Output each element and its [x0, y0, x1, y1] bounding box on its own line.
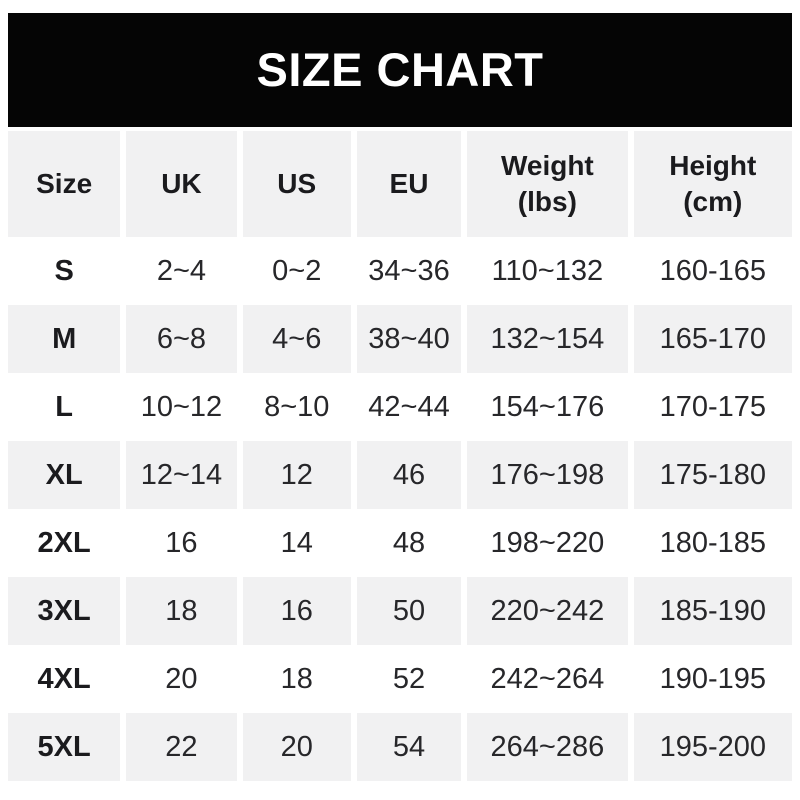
uk-cell: 2~4 [156, 254, 207, 287]
height-cell: 190-195 [659, 662, 766, 695]
weight-cell: 132~154 [467, 305, 628, 373]
eu-cell: 34~36 [368, 254, 450, 287]
size-cell: 4XL [37, 662, 91, 695]
title-banner: SIZE CHART [8, 13, 792, 127]
table-body: S 2~4 0~2 34~36 110~132 160-165 M 6~8 4~… [8, 237, 792, 781]
height-cell: 195-200 [633, 713, 792, 781]
table-row: XL 12~14 12 46 176~198 175-180 [8, 441, 792, 509]
column-header-height: Height (cm) [633, 131, 792, 237]
uk-cell: 18 [126, 577, 237, 645]
us-cell: 20 [242, 713, 351, 781]
uk-cell: 10~12 [140, 390, 223, 423]
column-header-weight: Weight (lbs) [467, 131, 628, 237]
weight-cell: 264~286 [467, 713, 628, 781]
height-cell: 175-180 [633, 441, 792, 509]
size-cell: 5XL [8, 713, 121, 781]
weight-cell: 220~242 [467, 577, 628, 645]
uk-cell: 20 [165, 662, 198, 695]
uk-cell: 22 [126, 713, 237, 781]
table-row: 5XL 22 20 54 264~286 195-200 [8, 713, 792, 781]
weight-cell: 176~198 [467, 441, 628, 509]
eu-cell: 38~40 [356, 305, 462, 373]
table-row: 4XL 20 18 52 242~264 190-195 [8, 645, 792, 713]
weight-cell: 242~264 [490, 662, 605, 695]
column-header-eu: EU [356, 131, 462, 237]
us-cell: 14 [280, 526, 313, 559]
table-row: L 10~12 8~10 42~44 154~176 170-175 [8, 373, 792, 441]
column-header-size: Size [8, 131, 121, 237]
height-cell: 170-175 [659, 390, 766, 423]
column-header-uk: UK [126, 131, 237, 237]
size-cell: M [8, 305, 121, 373]
us-cell: 12 [242, 441, 351, 509]
size-cell: XL [8, 441, 121, 509]
size-cell: 2XL [37, 526, 91, 559]
size-chart-table: Size UK US EU Weight (lbs) Height (cm) S… [8, 131, 792, 781]
column-header-us: US [242, 131, 351, 237]
table-header-row: Size UK US EU Weight (lbs) Height (cm) [8, 131, 792, 237]
uk-cell: 6~8 [126, 305, 237, 373]
us-cell: 18 [280, 662, 313, 695]
table-row: M 6~8 4~6 38~40 132~154 165-170 [8, 305, 792, 373]
height-cell: 165-170 [633, 305, 792, 373]
size-cell: 3XL [8, 577, 121, 645]
eu-cell: 52 [392, 662, 426, 695]
weight-cell: 110~132 [491, 254, 604, 287]
eu-cell: 46 [356, 441, 462, 509]
us-cell: 8~10 [264, 390, 330, 423]
weight-cell: 198~220 [490, 526, 605, 559]
us-cell: 4~6 [242, 305, 351, 373]
table-row: S 2~4 0~2 34~36 110~132 160-165 [8, 237, 792, 305]
us-cell: 0~2 [272, 254, 322, 287]
eu-cell: 48 [392, 526, 426, 559]
size-cell: S [54, 254, 74, 287]
uk-cell: 12~14 [126, 441, 237, 509]
height-cell: 160-165 [659, 254, 766, 287]
size-cell: L [55, 390, 73, 423]
uk-cell: 16 [165, 526, 198, 559]
us-cell: 16 [242, 577, 351, 645]
page-title: SIZE CHART [256, 42, 544, 96]
eu-cell: 50 [356, 577, 462, 645]
table-row: 2XL 16 14 48 198~220 180-185 [8, 509, 792, 577]
height-cell: 180-185 [659, 526, 766, 559]
weight-cell: 154~176 [490, 390, 605, 423]
table-row: 3XL 18 16 50 220~242 185-190 [8, 577, 792, 645]
eu-cell: 54 [356, 713, 462, 781]
height-cell: 185-190 [633, 577, 792, 645]
eu-cell: 42~44 [368, 390, 450, 423]
